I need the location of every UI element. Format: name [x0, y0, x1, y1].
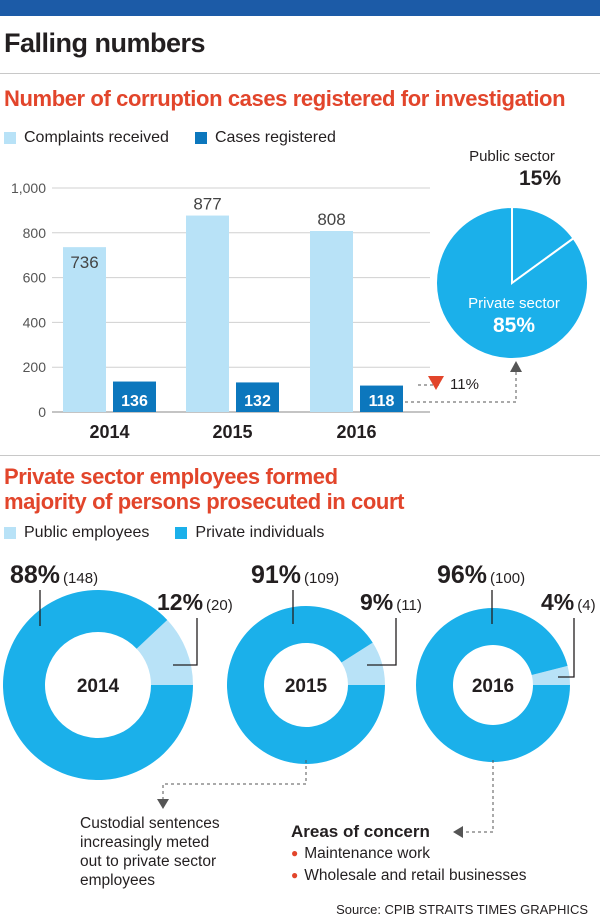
legend-label-private: Private individuals: [195, 524, 325, 541]
custodial-note-line4: employees: [80, 872, 155, 889]
bar-value-complaints: 877: [193, 195, 221, 214]
divider-middle: [0, 455, 600, 456]
bar-chart: 0 200 400 600 800 1,000 736 136 2014 877 132 2015 8…: [11, 148, 589, 442]
bullet-dot-icon: ●: [291, 846, 299, 860]
sector-pie: [435, 205, 589, 360]
donut-slice-private: [416, 608, 570, 763]
pie-private-value: 85%: [493, 314, 535, 337]
section1-title: Number of corruption cases registered fo…: [4, 86, 566, 111]
donut-slice-private: [227, 606, 385, 765]
concern-title: Areas of concern: [291, 822, 430, 841]
bar-value-complaints: 736: [70, 253, 98, 272]
donut-public-leader: [367, 618, 397, 666]
x-tick-label: 2015: [212, 422, 252, 442]
donut-year-label: 2016: [472, 676, 514, 697]
bar-legend: Complaints received Cases registered: [4, 129, 362, 147]
pie-private-label: Private sector: [468, 295, 560, 312]
section2-title: Private sector employees formed majority…: [4, 464, 404, 514]
pie-connector-arrow-icon: [510, 361, 522, 372]
legend-swatch-complaints: [4, 132, 16, 144]
donut-slice-public: [341, 642, 385, 685]
donut-private-pct: 96% (100): [437, 561, 525, 589]
section2-title-line1: Private sector employees formed: [4, 464, 338, 489]
change-label: 11%: [450, 376, 479, 393]
bar-value-cases: 136: [121, 393, 148, 410]
bar-complaints: [186, 215, 229, 412]
pie-connector-line: [405, 370, 517, 403]
section2-title-line2: majority of persons prosecuted in court: [4, 489, 405, 514]
x-tick-label: 2016: [336, 422, 376, 442]
bar-value-cases: 118: [369, 393, 395, 410]
y-tick-label: 1,000: [11, 180, 46, 196]
down-arrow-icon: [428, 376, 444, 390]
divider-top: [0, 73, 600, 74]
page-headline: Falling numbers: [4, 28, 206, 58]
donut-year-label: 2015: [285, 676, 328, 697]
donut-slice-public: [531, 665, 570, 685]
pie-slice: [511, 205, 575, 285]
legend-label-cases: Cases registered: [214, 129, 336, 146]
donut-public-pct: 4% (4): [541, 589, 596, 615]
concern-item: ● Wholesale and retail businesses: [291, 866, 527, 885]
source-credit: Source: CPIB STRAITS TIMES GRAPHICS: [336, 902, 588, 917]
donut-slice-public: [136, 619, 193, 685]
custodial-note-line1: Custodial sentences: [80, 815, 220, 832]
y-tick-label: 200: [23, 359, 47, 375]
legend-label-complaints: Complaints received: [24, 129, 169, 146]
donut-private-pct: 88% (148): [10, 561, 98, 589]
bar-cases: [236, 382, 279, 412]
x-tick-label: 2014: [89, 422, 129, 442]
donut-year-label: 2014: [77, 676, 120, 697]
bullet-dot-icon: ●: [291, 868, 299, 882]
donut-public-pct: 9% (11): [360, 589, 422, 615]
pie-public-label: Public sector: [469, 148, 555, 165]
custodial-arrow-icon: [157, 799, 169, 809]
legend-private-individuals: Private individuals: [175, 524, 324, 542]
y-tick-label: 0: [38, 404, 46, 420]
donut-public-pct: 12% (20): [157, 589, 233, 615]
custodial-note: Custodial sentences increasingly meted o…: [80, 814, 220, 890]
pie-slice: [435, 205, 589, 360]
concern-item: ● Maintenance work: [291, 844, 527, 863]
pie-public-value: 15%: [519, 167, 561, 190]
custodial-note-line2: increasingly meted: [80, 834, 210, 851]
bar-value-complaints: 808: [317, 210, 345, 229]
donut-private-count: (100): [490, 570, 525, 587]
custodial-connector-line: [162, 760, 307, 805]
donut-private-count: (148): [63, 570, 98, 587]
bar-cases: [113, 381, 156, 412]
bar-value-cases: 132: [244, 393, 271, 410]
y-tick-label: 600: [23, 270, 47, 286]
legend-swatch-cases: [194, 132, 207, 144]
donut-public-leader: [173, 618, 198, 666]
donut-private-count: (109): [304, 570, 339, 587]
concern-item-label: Wholesale and retail businesses: [304, 867, 527, 884]
top-color-bar: [0, 0, 600, 16]
donut-public-count: (4): [577, 597, 595, 614]
legend-complaints: Complaints received: [4, 129, 169, 147]
donut-legend: Public employees Private individuals: [4, 524, 350, 542]
donut-slice-private: [3, 590, 194, 781]
bar-complaints: [63, 247, 106, 412]
legend-cases: Cases registered: [194, 129, 336, 147]
bar-cases: [360, 385, 403, 412]
donut-public-count: (20): [206, 597, 233, 614]
concern-item-label: Maintenance work: [304, 845, 431, 862]
custodial-note-line3: out to private sector: [80, 853, 217, 870]
donut-private-pct: 91% (109): [251, 561, 339, 589]
bar-complaints: [310, 231, 353, 412]
areas-of-concern: Areas of concern ● Maintenance work ● Wh…: [291, 822, 527, 885]
legend-swatch-private: [175, 527, 188, 539]
donut-public-count: (11): [396, 597, 422, 614]
y-tick-label: 800: [23, 225, 47, 241]
donut-public-leader: [558, 618, 575, 678]
legend-public-employees: Public employees: [4, 524, 149, 542]
legend-label-public: Public employees: [24, 524, 150, 541]
y-tick-label: 400: [23, 314, 47, 330]
legend-swatch-public: [4, 527, 16, 539]
